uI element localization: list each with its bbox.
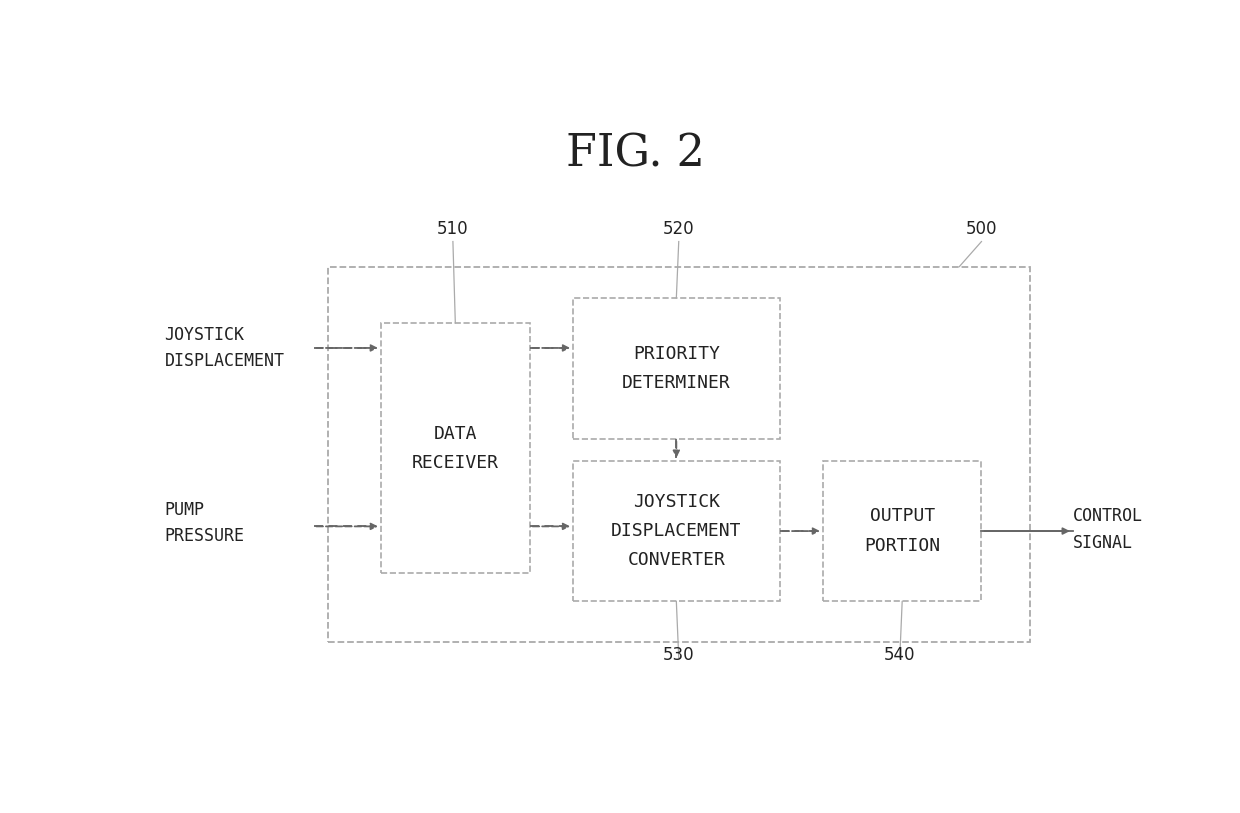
- Polygon shape: [327, 267, 1029, 642]
- Text: JOYSTICK
DISPLACEMENT
CONVERTER: JOYSTICK DISPLACEMENT CONVERTER: [611, 493, 742, 569]
- Text: 510: 510: [436, 220, 469, 238]
- Polygon shape: [573, 461, 780, 602]
- Text: JOYSTICK
DISPLACEMENT: JOYSTICK DISPLACEMENT: [165, 326, 285, 370]
- Text: 520: 520: [663, 220, 694, 238]
- Text: 530: 530: [663, 646, 694, 664]
- Text: 540: 540: [884, 646, 915, 664]
- Polygon shape: [381, 323, 529, 573]
- Text: CONTROL
SIGNAL: CONTROL SIGNAL: [1073, 507, 1143, 552]
- Text: OUTPUT
PORTION: OUTPUT PORTION: [864, 507, 940, 554]
- Polygon shape: [823, 461, 982, 602]
- Text: PUMP
PRESSURE: PUMP PRESSURE: [165, 501, 244, 546]
- Polygon shape: [573, 298, 780, 439]
- Text: DATA
RECEIVER: DATA RECEIVER: [412, 424, 498, 472]
- Text: PRIORITY
DETERMINER: PRIORITY DETERMINER: [622, 345, 730, 392]
- Text: FIG. 2: FIG. 2: [567, 133, 704, 176]
- Text: 500: 500: [966, 220, 997, 238]
